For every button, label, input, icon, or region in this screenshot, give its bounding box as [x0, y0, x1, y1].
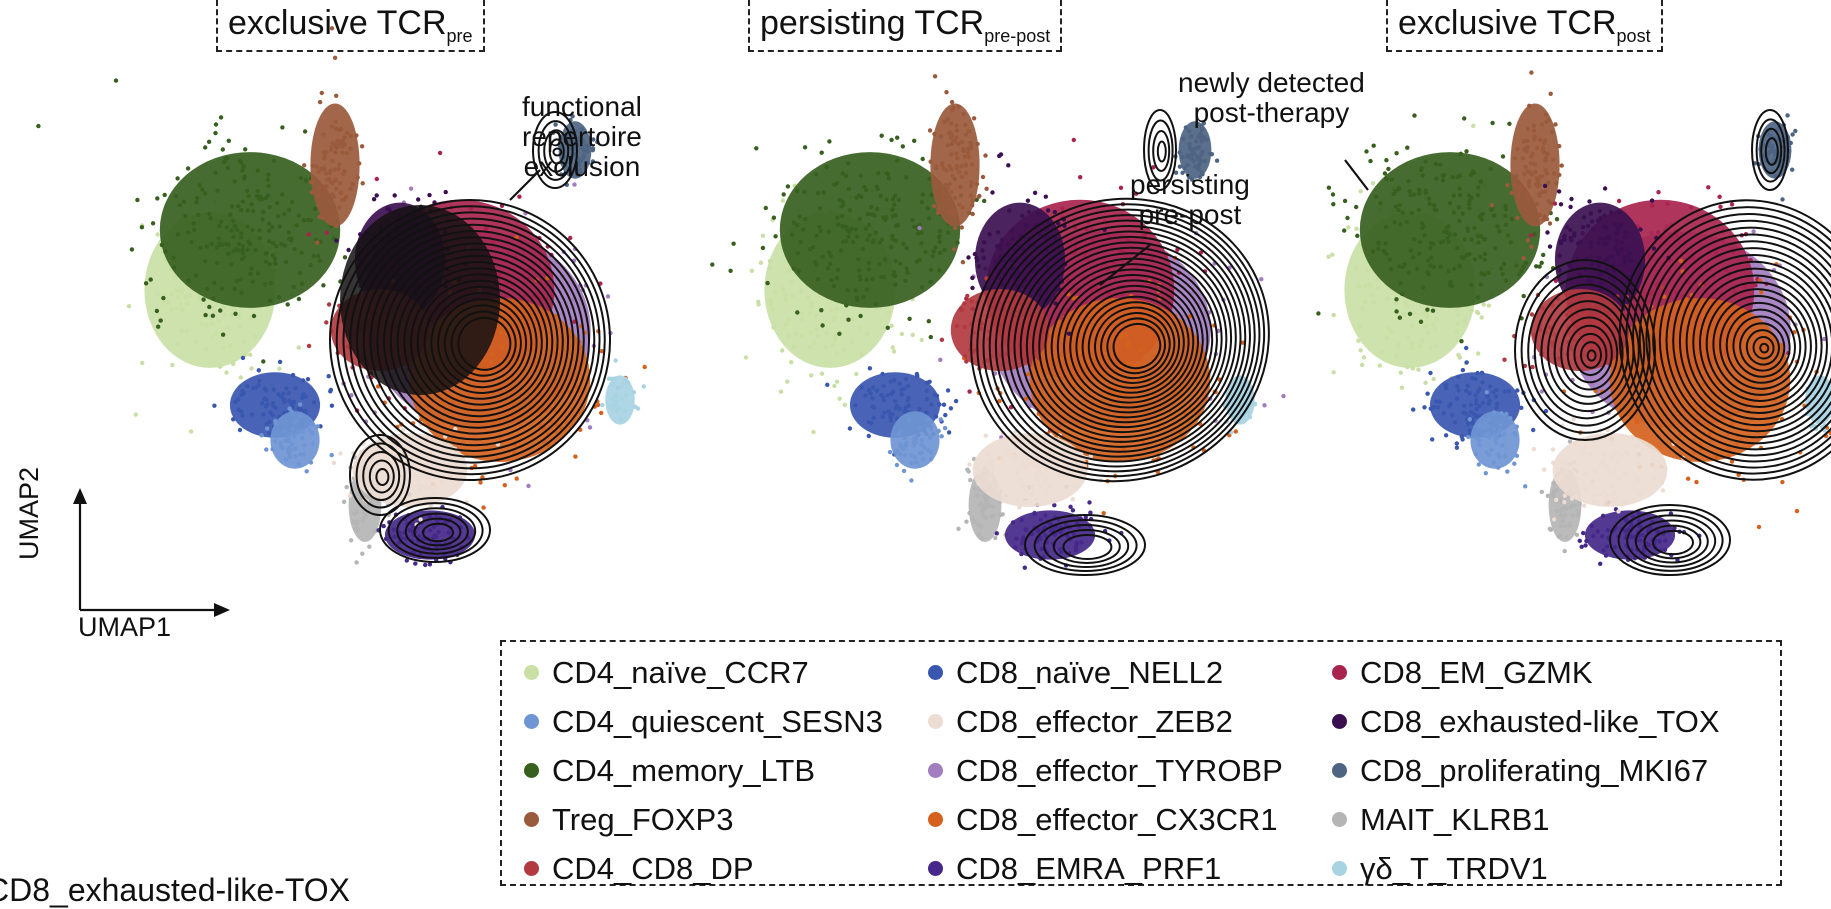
legend-dot-icon — [1332, 812, 1347, 827]
y-axis-label: UMAP2 — [14, 467, 45, 560]
annotation-line: pre-post — [1130, 200, 1250, 230]
arrowhead-icon — [73, 488, 87, 504]
legend-item: CD8_EM_GZMK — [1332, 648, 1720, 697]
legend-label: CD8_proliferating_MKI67 — [1360, 753, 1708, 789]
legend-dot-icon — [928, 714, 943, 729]
legend-item: CD8_effector_ZEB2 — [928, 697, 1283, 746]
legend-item: CD4_naïve_CCR7 — [524, 648, 883, 697]
legend-label: γδ_T_TRDV1 — [1360, 851, 1548, 887]
annotation-line: exclusion — [522, 152, 642, 182]
legend-dot-icon — [1332, 714, 1347, 729]
annotation-persisting-pre-post: persisting pre-post — [1130, 170, 1250, 230]
legend-item: CD8_effector_TYROBP — [928, 746, 1283, 795]
legend-item: Treg_FOXP3 — [524, 795, 883, 844]
legend-label: CD4_naïve_CCR7 — [552, 655, 809, 691]
legend-label: CD8_EMRA_PRF1 — [956, 851, 1221, 887]
legend-dot-icon — [524, 812, 539, 827]
legend-dot-icon — [928, 861, 943, 876]
legend-dot-icon — [524, 714, 539, 729]
legend-dot-icon — [524, 665, 539, 680]
legend-dot-icon — [1332, 763, 1347, 778]
legend-dot-icon — [928, 812, 943, 827]
legend-column: CD4_naïve_CCR7 CD4_quiescent_SESN3 CD4_mem… — [524, 648, 883, 893]
annotation-newly-detected: newly detected post-therapy — [1178, 68, 1365, 128]
legend-label: CD8_EM_GZMK — [1360, 655, 1593, 691]
legend-dot-icon — [524, 861, 539, 876]
legend-label: CD4_CD8_DP — [552, 851, 754, 887]
legend-item: MAIT_KLRB1 — [1332, 795, 1720, 844]
legend-label: MAIT_KLRB1 — [1360, 802, 1550, 838]
legend-label: CD8_naïve_NELL2 — [956, 655, 1223, 691]
legend-item: CD4_memory_LTB — [524, 746, 883, 795]
legend-item: CD8_exhausted-like_TOX — [1332, 697, 1720, 746]
legend-label: Treg_FOXP3 — [552, 802, 733, 838]
annotation-line: persisting — [1130, 170, 1250, 200]
annotation-functional-exclusion: functional repertoire exclusion — [522, 92, 642, 182]
x-axis-label: UMAP1 — [78, 612, 171, 643]
legend-label: CD8_effector_CX3CR1 — [956, 802, 1278, 838]
legend-label: CD8_effector_ZEB2 — [956, 704, 1233, 740]
annotation-line: newly detected — [1178, 68, 1365, 98]
legend: CD4_naïve_CCR7 CD4_quiescent_SESN3 CD4_mem… — [500, 640, 1782, 886]
legend-label: CD8_exhausted-like_TOX — [1360, 704, 1720, 740]
legend-dot-icon — [1332, 861, 1347, 876]
legend-item: CD4_CD8_DP — [524, 844, 883, 893]
legend-dot-icon — [928, 763, 943, 778]
cell-cluster — [888, 411, 948, 482]
legend-column: CD8_EM_GZMK CD8_exhausted-like_TOX CD8_pro… — [1332, 648, 1720, 893]
arrowhead-icon — [214, 603, 230, 617]
bottom-panel-label: CD8_exhausted-like-TOX — [0, 872, 350, 909]
legend-item: CD8_effector_CX3CR1 — [928, 795, 1283, 844]
legend-label: CD8_effector_TYROBP — [956, 753, 1283, 789]
annotation-line: repertoire — [522, 122, 642, 152]
legend-item: γδ_T_TRDV1 — [1332, 844, 1720, 893]
legend-dot-icon — [524, 763, 539, 778]
annotation-pointer — [1345, 160, 1368, 190]
legend-label: CD4_memory_LTB — [552, 753, 815, 789]
umap-plots — [0, 0, 1831, 640]
legend-dot-icon — [928, 665, 943, 680]
annotation-line: post-therapy — [1178, 98, 1365, 128]
legend-item: CD8_naïve_NELL2 — [928, 648, 1283, 697]
legend-label: CD4_quiescent_SESN3 — [552, 704, 883, 740]
legend-item: CD8_proliferating_MKI67 — [1332, 746, 1720, 795]
legend-column: CD8_naïve_NELL2 CD8_effector_ZEB2 CD8_effe… — [928, 648, 1283, 893]
legend-dot-icon — [1332, 665, 1347, 680]
legend-item: CD8_EMRA_PRF1 — [928, 844, 1283, 893]
annotation-line: functional — [522, 92, 642, 122]
legend-item: CD4_quiescent_SESN3 — [524, 697, 883, 746]
